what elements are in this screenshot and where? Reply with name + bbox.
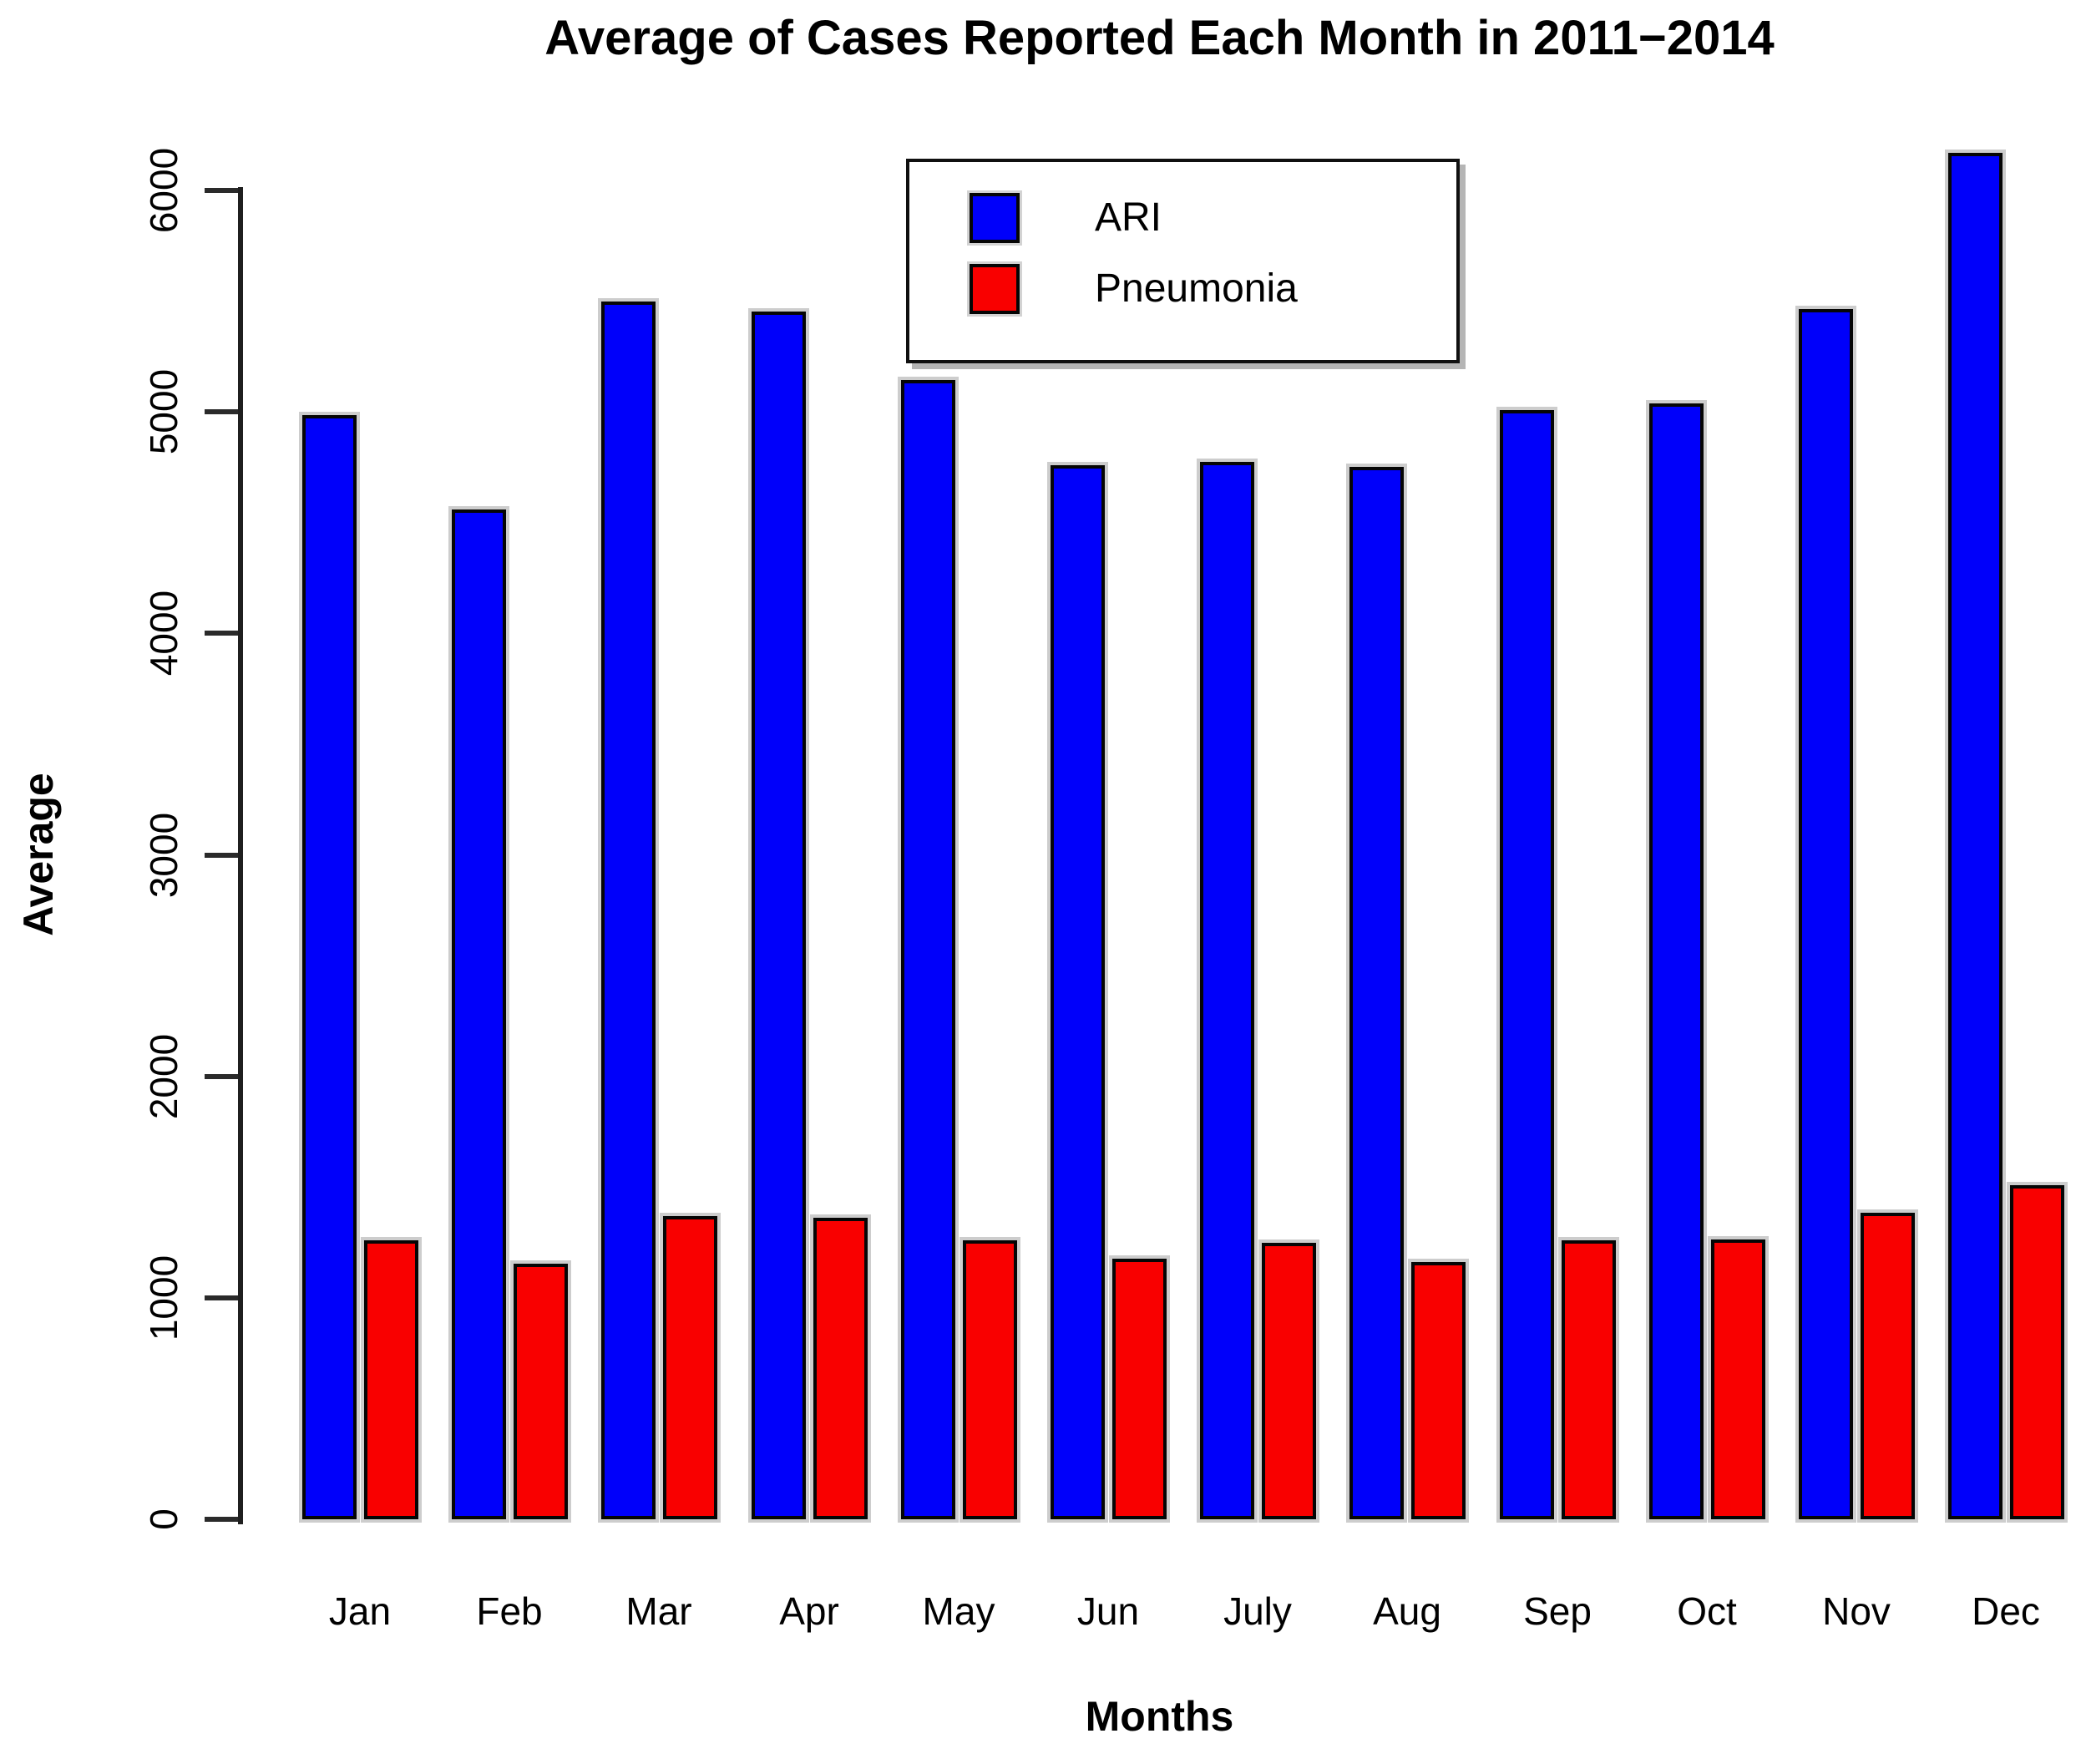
x-tick-label-feb: Feb bbox=[476, 1589, 543, 1633]
y-axis-tick bbox=[205, 409, 238, 415]
legend-label-pneumonia: Pneumonia bbox=[1095, 266, 1298, 311]
y-tick-label: 1000 bbox=[142, 1255, 185, 1341]
x-tick-label-apr: Apr bbox=[779, 1589, 839, 1633]
bar-pneumonia-apr bbox=[813, 1218, 868, 1519]
bar-ari-may bbox=[901, 380, 955, 1519]
bar-pneumonia-oct bbox=[1711, 1239, 1765, 1519]
y-tick-label: 2000 bbox=[142, 1033, 185, 1119]
bar-pneumonia-jun bbox=[1112, 1259, 1167, 1519]
y-axis-tick bbox=[205, 188, 238, 193]
chart-title: Average of Cases Reported Each Month in … bbox=[544, 11, 1775, 65]
bar-ari-sep bbox=[1500, 410, 1554, 1519]
y-tick-label: 4000 bbox=[142, 591, 185, 677]
y-tick-label: 5000 bbox=[142, 368, 185, 455]
legend: ARI Pneumonia bbox=[906, 159, 1460, 363]
x-tick-label-may: May bbox=[922, 1589, 995, 1633]
x-tick-label-dec: Dec bbox=[1972, 1589, 2040, 1633]
x-tick-label-jan: Jan bbox=[328, 1589, 392, 1633]
bar-ari-jun bbox=[1051, 465, 1105, 1519]
bar-pneumonia-mar bbox=[663, 1216, 717, 1519]
y-axis-tick bbox=[205, 1517, 238, 1522]
x-tick-label-jun: Jun bbox=[1076, 1589, 1140, 1633]
legend-swatch-pneumonia bbox=[970, 264, 1020, 314]
bar-pneumonia-dec bbox=[2010, 1185, 2064, 1519]
bar-pneumonia-sep bbox=[1562, 1240, 1616, 1519]
bar-ari-feb bbox=[452, 509, 506, 1519]
x-tick-label-nov: Nov bbox=[1822, 1589, 1891, 1633]
y-tick-label: 0 bbox=[142, 1508, 185, 1530]
y-axis-title: Average bbox=[15, 773, 62, 936]
bar-pneumonia-jan bbox=[364, 1240, 418, 1519]
bar-ari-oct bbox=[1649, 403, 1704, 1519]
y-tick-label: 3000 bbox=[142, 812, 185, 898]
y-axis-line bbox=[238, 187, 243, 1524]
bar-ari-nov bbox=[1799, 309, 1853, 1519]
y-axis-tick bbox=[205, 631, 238, 636]
bar-ari-july bbox=[1200, 462, 1254, 1519]
bar-ari-dec bbox=[1948, 153, 2003, 1519]
y-axis-tick bbox=[205, 852, 238, 858]
y-axis-tick bbox=[205, 1295, 238, 1300]
bar-pneumonia-may bbox=[963, 1240, 1017, 1519]
legend-swatch-ari bbox=[970, 193, 1020, 243]
x-tick-label-july: July bbox=[1223, 1589, 1292, 1633]
bar-pneumonia-nov bbox=[1861, 1213, 1915, 1519]
x-tick-label-sep: Sep bbox=[1523, 1589, 1592, 1633]
x-tick-label-oct: Oct bbox=[1677, 1589, 1737, 1633]
x-axis-title: Months bbox=[1085, 1693, 1234, 1740]
bar-ari-apr bbox=[752, 312, 806, 1519]
bar-ari-mar bbox=[601, 302, 656, 1519]
y-axis-tick bbox=[205, 1073, 238, 1079]
y-tick-label: 6000 bbox=[142, 147, 185, 234]
bar-pneumonia-july bbox=[1262, 1243, 1316, 1519]
legend-label-ari: ARI bbox=[1095, 195, 1162, 240]
bar-pneumonia-aug bbox=[1411, 1262, 1466, 1519]
x-tick-label-mar: Mar bbox=[625, 1589, 692, 1633]
bar-ari-aug bbox=[1349, 467, 1404, 1519]
bar-ari-jan bbox=[302, 415, 357, 1519]
x-tick-label-aug: Aug bbox=[1373, 1589, 1441, 1633]
bar-pneumonia-feb bbox=[514, 1264, 568, 1519]
